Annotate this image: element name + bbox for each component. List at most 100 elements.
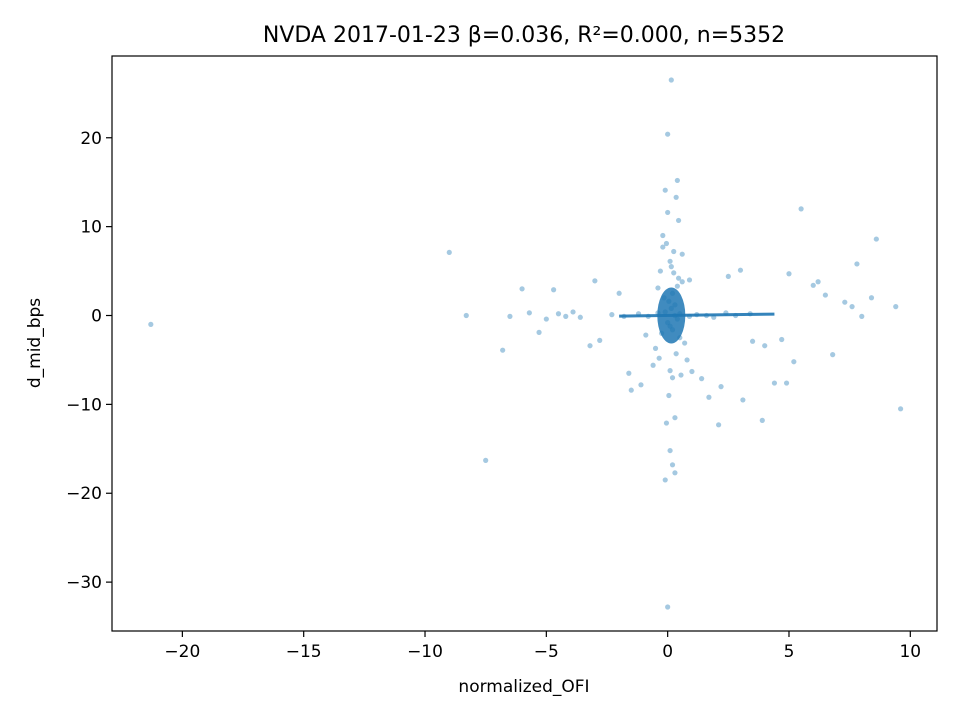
data-point — [645, 313, 651, 319]
data-point — [643, 332, 649, 338]
data-point — [667, 447, 673, 454]
y-tick-label: −10 — [66, 395, 102, 415]
data-point — [570, 309, 576, 315]
data-point — [679, 251, 685, 257]
data-point — [672, 415, 678, 421]
data-point — [500, 347, 506, 353]
data-point — [148, 321, 154, 327]
regression-line — [619, 312, 775, 318]
data-point — [665, 320, 671, 326]
data-point — [699, 376, 705, 382]
data-point — [706, 394, 712, 400]
data-point — [597, 337, 603, 343]
data-point — [621, 313, 627, 319]
data-point — [666, 298, 672, 304]
data-point — [628, 387, 634, 393]
data-point — [669, 462, 676, 468]
data-point — [536, 329, 542, 335]
data-point — [810, 282, 816, 288]
x-tick-label: −10 — [407, 642, 443, 662]
data-point — [663, 240, 670, 247]
data-point — [592, 278, 598, 284]
data-point — [684, 357, 690, 363]
x-tick-label: −20 — [164, 642, 200, 662]
y-axis-label: d_mid_bps — [25, 298, 45, 388]
data-point — [656, 355, 662, 361]
data-point — [798, 206, 804, 212]
data-point — [859, 313, 865, 319]
data-point — [830, 352, 836, 358]
data-point — [672, 312, 678, 319]
data-point — [771, 380, 778, 386]
data-point — [662, 477, 668, 483]
data-point — [665, 604, 671, 610]
data-point — [671, 248, 677, 255]
data-point — [675, 275, 682, 281]
data-point — [674, 283, 680, 289]
data-point — [711, 314, 717, 320]
x-tick-label: −5 — [534, 642, 559, 662]
data-point — [677, 311, 683, 317]
data-point — [667, 323, 673, 329]
data-point — [616, 290, 622, 296]
data-point — [666, 392, 672, 399]
data-point — [519, 286, 525, 292]
data-point — [665, 131, 671, 137]
data-point — [737, 267, 744, 273]
data-point — [733, 312, 739, 319]
data-point — [577, 314, 583, 320]
data-point — [786, 271, 792, 277]
data-point — [815, 279, 821, 285]
data-point — [893, 304, 899, 310]
data-point — [762, 343, 768, 349]
data-point — [779, 336, 785, 343]
data-point — [551, 287, 557, 293]
data-point — [657, 268, 663, 274]
data-point — [898, 406, 904, 412]
data-point — [703, 312, 710, 319]
data-point — [626, 370, 632, 376]
data-point — [662, 309, 668, 315]
data-point — [660, 244, 666, 250]
data-point — [667, 258, 673, 264]
data-point — [674, 316, 680, 322]
plot-area-frame — [111, 55, 938, 632]
data-point — [849, 304, 855, 310]
data-point — [463, 312, 469, 319]
data-point — [678, 372, 684, 378]
data-point — [668, 264, 674, 270]
data-point — [674, 177, 680, 184]
data-point — [638, 382, 644, 388]
data-point — [507, 313, 513, 319]
data-point — [446, 249, 452, 256]
data-point — [673, 351, 679, 357]
data-point — [686, 277, 693, 283]
data-point — [665, 209, 671, 216]
data-point — [609, 312, 615, 318]
data-point — [679, 279, 685, 285]
data-point — [661, 295, 667, 301]
data-point — [791, 359, 797, 365]
data-point — [655, 310, 661, 316]
x-tick-label: 10 — [899, 642, 921, 662]
data-point — [672, 302, 678, 308]
data-point — [669, 290, 676, 296]
data-point — [655, 285, 661, 291]
x-axis-ticks: −20 −15 −10 −5 0 5 10 — [164, 631, 921, 662]
data-point — [854, 261, 860, 267]
data-point — [652, 345, 659, 351]
data-point — [747, 311, 753, 317]
data-point — [663, 420, 670, 426]
data-point — [587, 343, 593, 349]
x-axis-label: normalized_OFI — [458, 677, 589, 697]
data-point — [682, 340, 688, 346]
data-point — [555, 311, 562, 317]
data-point — [725, 273, 731, 280]
data-point — [675, 217, 682, 224]
data-point — [873, 236, 879, 242]
data-point — [668, 305, 674, 311]
data-point — [694, 312, 700, 318]
y-tick-label: −20 — [66, 484, 102, 504]
x-tick-label: −15 — [286, 642, 322, 662]
